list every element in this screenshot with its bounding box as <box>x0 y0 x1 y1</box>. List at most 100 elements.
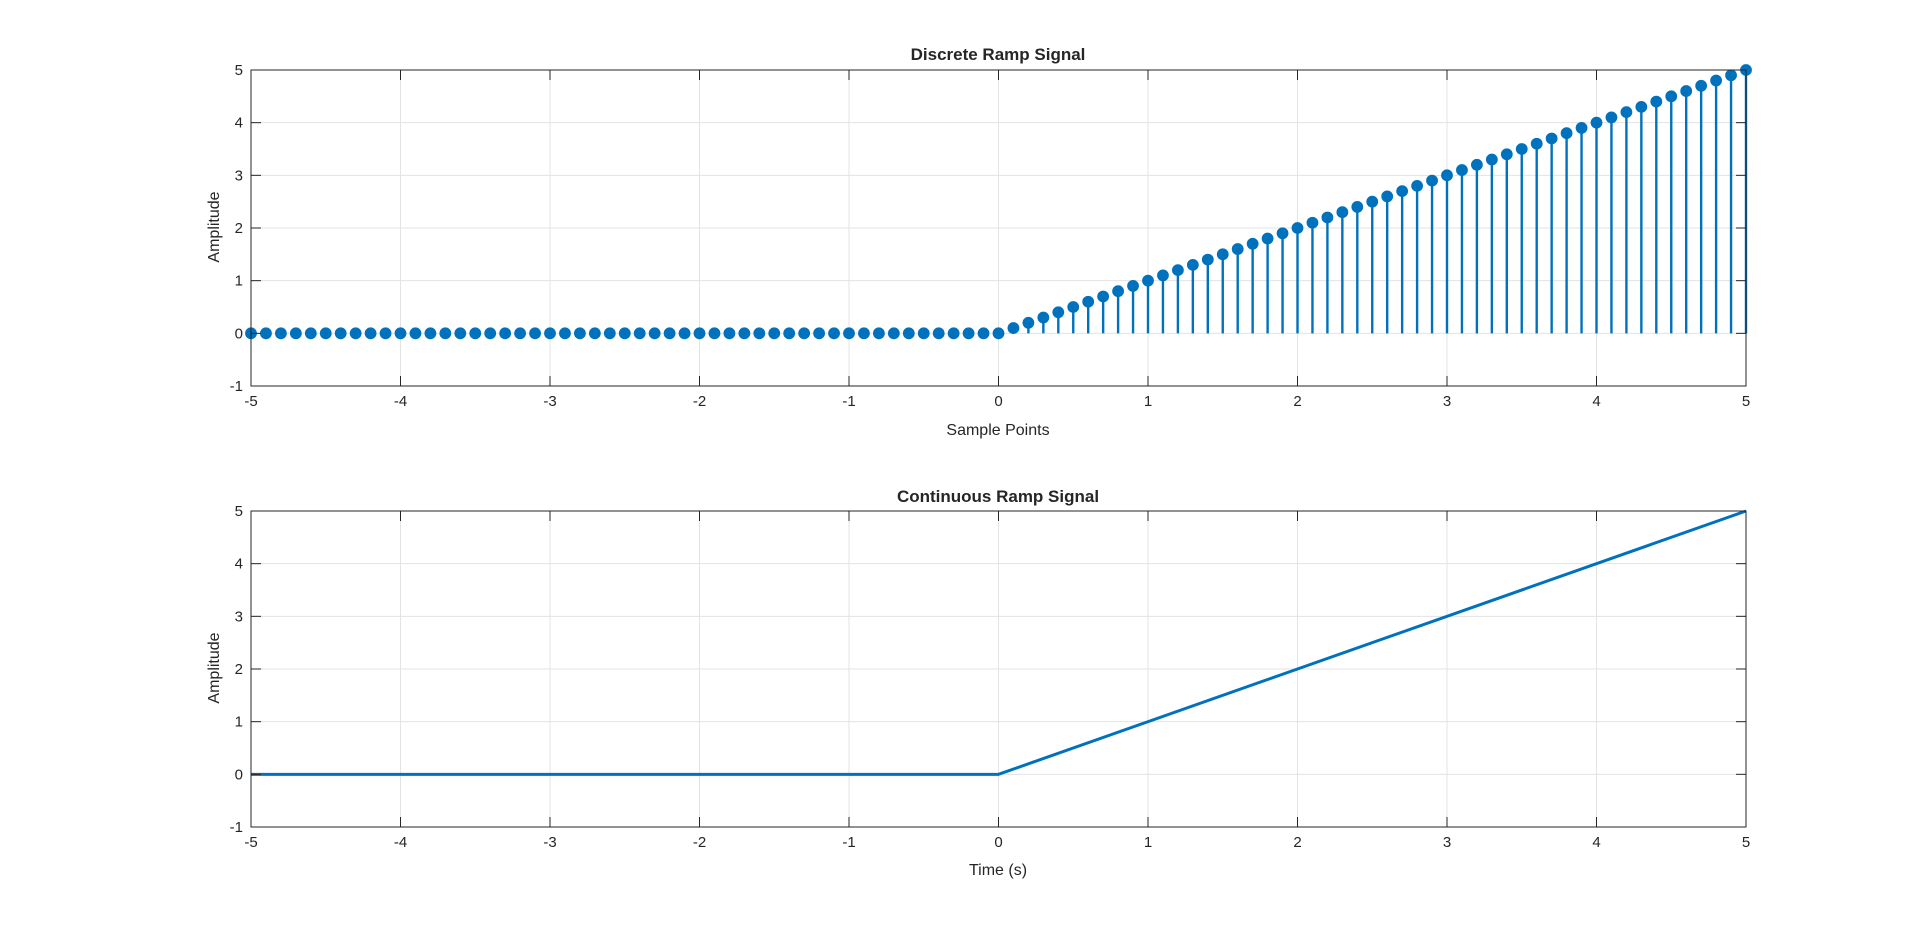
stem-marker <box>1201 253 1214 266</box>
stem-marker <box>275 327 287 340</box>
stem-marker <box>574 327 586 340</box>
stem-marker <box>1276 227 1289 240</box>
stem-marker <box>693 327 706 340</box>
x-axis-label: Time (s) <box>969 862 1027 879</box>
stem-marker <box>902 327 915 340</box>
stem-marker <box>753 327 766 340</box>
stem-marker <box>1605 111 1618 124</box>
stem-marker <box>813 327 825 340</box>
stem-marker <box>1665 90 1678 103</box>
grid-group <box>251 70 1746 386</box>
stem-marker <box>409 327 422 340</box>
x-tick-label: 0 <box>994 834 1002 851</box>
stem-marker <box>1366 195 1379 208</box>
stem-marker <box>1725 69 1737 82</box>
stem-marker <box>1127 280 1139 292</box>
y-tick-label: 0 <box>235 325 243 342</box>
stem-marker <box>1680 85 1693 97</box>
stem-marker <box>932 327 945 340</box>
x-tick-label: 5 <box>1742 393 1750 410</box>
stem-marker <box>1620 106 1633 119</box>
y-tick-label: 5 <box>235 62 243 79</box>
x-tick-label: 1 <box>1144 393 1152 410</box>
x-tick-label: -1 <box>842 393 855 410</box>
x-tick-label: 2 <box>1293 393 1301 410</box>
stem-marker <box>1530 137 1543 150</box>
x-tick-label: -1 <box>842 834 855 851</box>
stem-marker <box>1575 122 1588 134</box>
grid-group <box>251 511 1746 827</box>
x-tick-label: 1 <box>1144 834 1152 851</box>
stem-marker <box>1396 185 1409 198</box>
y-tick-label: 2 <box>235 661 243 678</box>
stem-marker <box>603 327 616 340</box>
x-tick-label: -3 <box>543 834 556 851</box>
stem-marker <box>1231 243 1244 255</box>
stem-marker <box>289 327 302 340</box>
stem-marker <box>1515 143 1528 155</box>
series-group <box>245 64 1752 340</box>
x-tick-label: 4 <box>1592 393 1600 410</box>
stem-marker <box>484 327 497 340</box>
stem-marker <box>1336 206 1349 219</box>
stem-marker <box>1381 190 1394 203</box>
stem-marker <box>334 327 347 340</box>
stem-marker <box>514 327 526 340</box>
stem-marker <box>648 327 661 340</box>
stem-marker <box>1635 100 1648 113</box>
y-tick-label: 4 <box>235 556 243 573</box>
axes-continuous-ramp: Continuous Ramp Signal Time (s) Amplitud… <box>206 487 1750 879</box>
stem-marker <box>1186 258 1199 271</box>
x-tick-label: -5 <box>244 834 257 851</box>
stem-marker <box>828 327 840 340</box>
y-tick-label: 3 <box>235 167 243 184</box>
stem-marker <box>1456 164 1468 176</box>
stem-marker <box>962 327 975 340</box>
stem-marker <box>304 327 317 340</box>
stem-marker <box>559 327 571 340</box>
stem-marker <box>544 327 556 340</box>
stem-marker <box>1560 127 1573 140</box>
stem-marker <box>1306 216 1319 229</box>
stem-marker <box>1441 169 1453 182</box>
stem-marker <box>260 327 272 340</box>
stem-marker <box>843 327 855 340</box>
y-tick-label: 1 <box>235 714 243 731</box>
stem-marker <box>887 327 900 340</box>
axis-group: -5 -4 -3 -2 -1 0 1 2 3 4 5 -1 0 1 2 3 4 5 <box>230 62 1751 410</box>
stem-marker <box>738 327 751 340</box>
stem-marker <box>1172 264 1184 277</box>
y-tick-label: -1 <box>230 819 243 836</box>
stem-marker <box>663 327 676 340</box>
stem-marker <box>1157 269 1169 282</box>
stem-marker <box>469 327 482 340</box>
x-tick-label: -2 <box>693 834 706 851</box>
y-tick-label: 2 <box>235 220 243 237</box>
stem-marker <box>798 327 811 340</box>
y-axis-label: Amplitude <box>206 191 223 262</box>
x-tick-label: 3 <box>1443 393 1451 410</box>
stem-marker <box>1650 95 1663 108</box>
stem-marker <box>1112 285 1124 298</box>
y-tick-label: 5 <box>235 503 243 520</box>
x-tick-label: 5 <box>1742 834 1750 851</box>
stem-marker <box>1590 116 1603 129</box>
stem-marker <box>723 327 736 340</box>
stem-marker <box>349 327 362 340</box>
stem-marker <box>1097 290 1110 303</box>
stem-marker <box>529 327 541 340</box>
x-tick-label: -3 <box>543 393 556 410</box>
stem-marker <box>1067 301 1080 313</box>
x-tick-label: -2 <box>693 393 706 410</box>
chart-title: Continuous Ramp Signal <box>897 487 1099 506</box>
stem-marker <box>947 327 960 340</box>
stem-marker <box>1052 306 1065 319</box>
stem-marker <box>917 327 930 340</box>
x-tick-label: 0 <box>994 393 1002 410</box>
stem-marker <box>394 327 407 340</box>
stem-marker <box>439 327 452 340</box>
stem-marker <box>1007 322 1020 334</box>
x-tick-label: -4 <box>394 834 407 851</box>
